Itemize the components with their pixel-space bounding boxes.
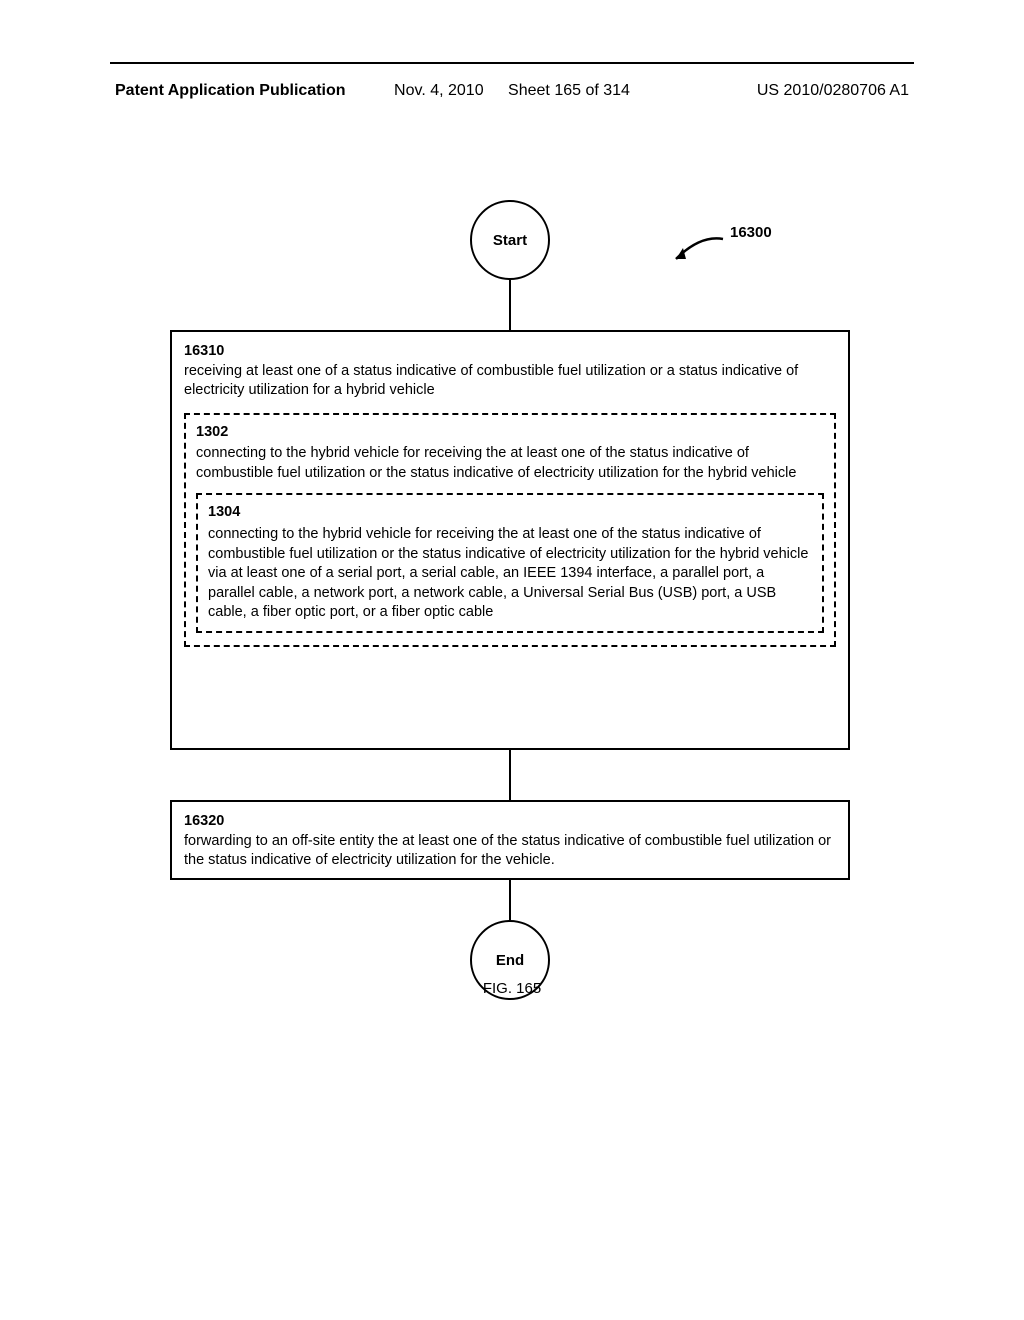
step-number: 16310 bbox=[184, 342, 836, 362]
substep-number: 1302 bbox=[196, 423, 824, 443]
reference-arrow-icon bbox=[670, 237, 725, 265]
header-rule bbox=[110, 62, 914, 64]
start-node: Start bbox=[470, 200, 550, 280]
header-sheet: Sheet 165 of 314 bbox=[508, 82, 630, 99]
step-box-16320: 16320 forwarding to an off-site entity t… bbox=[170, 800, 850, 880]
step-number: 16320 bbox=[184, 812, 836, 832]
header-left: Patent Application Publication bbox=[115, 82, 346, 100]
header-date: Nov. 4, 2010 bbox=[394, 82, 484, 99]
reference-number: 16300 bbox=[730, 224, 772, 241]
figure-caption: FIG. 165 bbox=[483, 980, 541, 997]
header-center: Nov. 4, 2010 Sheet 165 of 314 bbox=[394, 82, 630, 100]
step-box-16310: 16310 receiving at least one of a status… bbox=[170, 330, 850, 750]
header-pubnum: US 2010/0280706 A1 bbox=[757, 82, 909, 100]
substep-box-1304: 1304 connecting to the hybrid vehicle fo… bbox=[196, 493, 824, 632]
substep-number: 1304 bbox=[208, 503, 812, 523]
end-label: End bbox=[496, 952, 524, 969]
substep-text: connecting to the hybrid vehicle for rec… bbox=[208, 526, 808, 620]
connector-line bbox=[509, 280, 511, 330]
substep-box-1302: 1302 connecting to the hybrid vehicle fo… bbox=[184, 413, 836, 647]
connector-line bbox=[509, 750, 511, 800]
step-text: forwarding to an off-site entity the at … bbox=[184, 833, 831, 869]
start-label: Start bbox=[493, 232, 527, 249]
substep-text: connecting to the hybrid vehicle for rec… bbox=[196, 445, 796, 481]
connector-line bbox=[509, 880, 511, 920]
step-text: receiving at least one of a status indic… bbox=[184, 363, 798, 399]
